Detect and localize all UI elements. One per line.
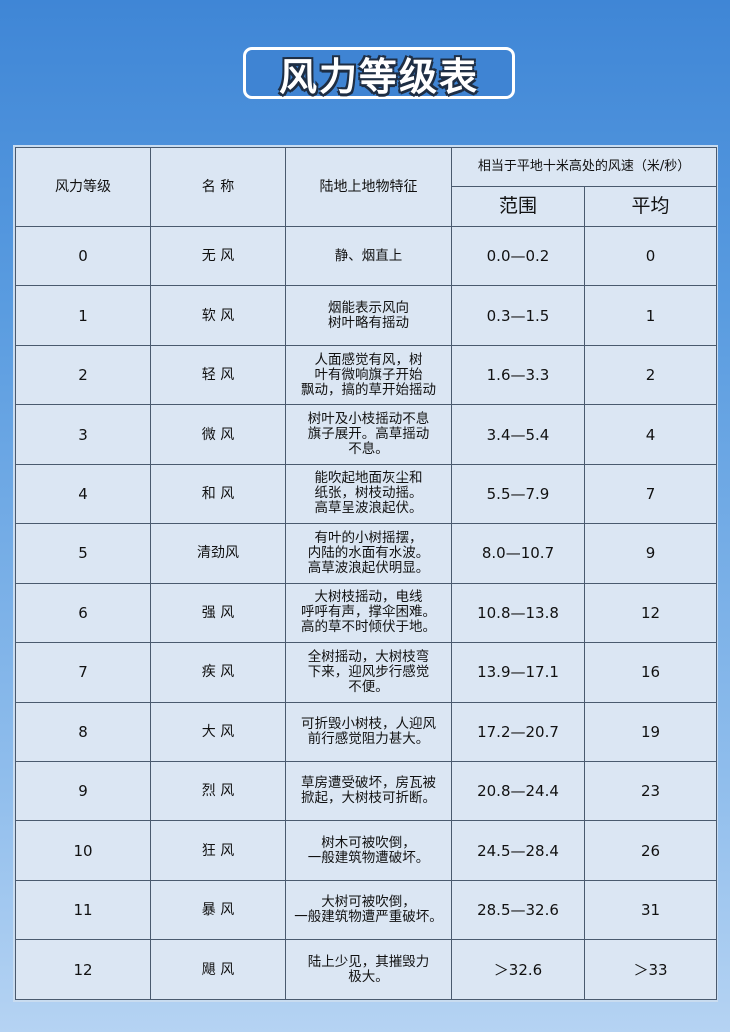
name-cell: 狂 风: [150, 820, 286, 881]
table-row: 5 清劲风 有叶的小树摇摆， 内陆的水面有水波。 高草波浪起伏明显。 8.0—10.7…: [15, 523, 718, 584]
name-cell: 微 风: [150, 404, 286, 465]
range-cell: 0.0—0.2: [451, 225, 585, 287]
feature-cell: 有叶的小树摇摆， 内陆的水面有水波。 高草波浪起伏明显。: [285, 523, 452, 584]
level-cell: 0: [15, 225, 151, 287]
header-feature: 陆地上地物特征: [285, 147, 452, 227]
range-cell: 3.4—5.4: [451, 404, 585, 465]
feature-cell: 静、烟直上: [285, 225, 452, 287]
name-cell: 烈 风: [150, 761, 286, 822]
average-cell: 4: [583, 404, 718, 465]
average-cell: 1: [583, 285, 718, 346]
header-name: 名 称: [150, 147, 286, 227]
table-row: 10 狂 风树木可被吹倒， 一般建筑物遭破坏。 24.5—28.4 26: [15, 820, 718, 881]
feature-cell: 树叶及小枝摇动不息 旗子展开。高草摇动 不息。: [285, 404, 452, 465]
average-cell: 9: [583, 523, 718, 584]
average-cell: ＞33: [583, 939, 718, 1000]
level-cell: 2: [15, 344, 151, 406]
level-cell: 1: [15, 285, 151, 346]
level-cell: 8: [15, 701, 151, 763]
feature-cell: 草房遭受破坏，房瓦被 掀起，大树枝可折断。: [285, 761, 452, 822]
range-cell: 17.2—20.7: [451, 701, 585, 763]
range-cell: 0.3—1.5: [451, 285, 585, 346]
level-cell: 10: [15, 820, 151, 881]
average-cell: 23: [583, 761, 718, 822]
level-cell: 6: [15, 582, 151, 644]
feature-cell: 大树可被吹倒， 一般建筑物遭严重破坏。: [285, 879, 452, 941]
range-cell: 24.5—28.4: [451, 820, 585, 881]
average-cell: 12: [583, 582, 718, 644]
header-row: 风力等级 名 称 陆地上地物特征 相当于平地十米高处的风速（米/秒）: [15, 147, 718, 227]
average-cell: 7: [583, 463, 718, 525]
average-cell: 2: [583, 344, 718, 406]
feature-cell: 烟能表示风向 树叶略有摇动: [285, 285, 452, 346]
name-cell: 轻 风: [150, 344, 286, 406]
range-cell: 1.6—3.3: [451, 344, 585, 406]
wind-scale-table: 风力等级 名 称 陆地上地物特征 相当于平地十米高处的风速（米/秒） 范围 平均…: [15, 147, 718, 1000]
name-cell: 无 风: [150, 225, 286, 287]
feature-cell: 陆上少见，其摧毁力 极大。: [285, 939, 452, 1000]
level-cell: 7: [15, 642, 151, 703]
feature-cell: 能吹起地面灰尘和 纸张，树枝动摇。 高草呈波浪起伏。: [285, 463, 452, 525]
level-cell: 3: [15, 404, 151, 465]
average-cell: 26: [583, 820, 718, 881]
name-cell: 大 风: [150, 701, 286, 763]
range-cell: 28.5—32.6: [451, 879, 585, 941]
page-title: 风力等级表: [278, 54, 479, 99]
header-subrow: 范围 平均: [16, 185, 718, 227]
range-cell: 8.0—10.7: [451, 523, 585, 584]
level-cell: 11: [15, 879, 151, 941]
level-cell: 12: [15, 939, 151, 1000]
table-row: 12 飓 风陆上少见，其摧毁力 极大。 ＞32.6 ＞33: [15, 939, 718, 1000]
name-cell: 暴 风: [150, 879, 286, 941]
name-cell: 和 风: [150, 463, 286, 525]
header-speed: 相当于平地十米高处的风速（米/秒）: [450, 147, 718, 187]
average-cell: 19: [583, 701, 718, 763]
level-cell: 5: [15, 523, 151, 584]
average-cell: 0: [583, 225, 718, 287]
feature-cell: 树木可被吹倒， 一般建筑物遭破坏。: [285, 820, 452, 881]
feature-cell: 人面感觉有风，树 叶有微响旗子开始 飘动，搞的草开始摇动: [285, 344, 452, 406]
title-box: 风力等级表: [243, 47, 515, 99]
header-level: 风力等级: [15, 147, 151, 227]
name-cell: 飓 风: [150, 939, 286, 1000]
range-cell: ＞32.6: [451, 939, 585, 1000]
name-cell: 清劲风: [150, 523, 286, 584]
table-row: 11 暴 风大树可被吹倒， 一般建筑物遭严重破坏。 28.5—32.6 31: [15, 879, 718, 941]
header-average: 平均: [583, 185, 718, 227]
average-cell: 31: [583, 879, 718, 941]
level-cell: 4: [15, 463, 151, 525]
range-cell: 10.8—13.8: [451, 582, 585, 644]
name-cell: 强 风: [150, 582, 286, 644]
average-cell: 16: [583, 642, 718, 703]
header-range: 范围: [451, 185, 585, 227]
feature-cell: 全树摇动，大树枝弯 下来，迎风步行感觉 不便。: [285, 642, 452, 703]
level-cell: 9: [15, 761, 151, 822]
name-cell: 疾 风: [150, 642, 286, 703]
range-cell: 20.8—24.4: [451, 761, 585, 822]
feature-cell: 可折毁小树枝，人迎风 前行感觉阻力甚大。: [285, 701, 452, 763]
range-cell: 5.5—7.9: [451, 463, 585, 525]
name-cell: 软 风: [150, 285, 286, 346]
feature-cell: 大树枝摇动，电线 呼呼有声，撑伞困难。 高的草不时倾伏于地。: [285, 582, 452, 644]
range-cell: 13.9—17.1: [451, 642, 585, 703]
